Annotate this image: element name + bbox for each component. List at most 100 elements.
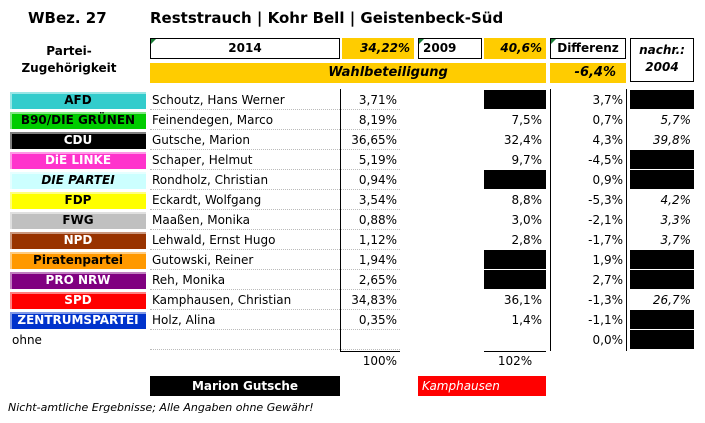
vote-share-2004: [630, 150, 694, 169]
vote-share-2009: [484, 90, 546, 109]
table-row: FDP Eckardt, Wolfgang 3,54% 8,8% -5,3% 4,2%: [0, 190, 705, 210]
candidate-name: Rondholz, Christian: [150, 170, 340, 190]
year-prev-label: 2009: [423, 41, 457, 55]
party-name: AFD: [10, 90, 146, 110]
vote-share-2004: 3,7%: [660, 233, 692, 247]
turnout-current: 34,22%: [342, 38, 414, 59]
candidate-name: Schoutz, Hans Werner: [150, 90, 340, 110]
vote-share-2009: [484, 270, 546, 289]
party-name: B90/DIE GRÜNEN: [10, 110, 146, 130]
winner-current: Marion Gutsche: [150, 376, 340, 396]
party-name: Piratenpartei: [10, 250, 146, 270]
district-number: WBez. 27: [28, 9, 107, 27]
party-name: CDU: [10, 130, 146, 150]
vote-difference: -5,3%: [588, 193, 623, 207]
turnout-label: Wahlbeteiligung: [150, 63, 546, 83]
candidate-name: Gutsche, Marion: [150, 130, 340, 150]
vote-share-2009: 1,4%: [511, 313, 543, 327]
party-name: FWG: [10, 210, 146, 230]
vote-share-2009: [484, 330, 546, 350]
table-row: B90/DIE GRÜNEN Feinendegen, Marco 8,19% 7,5…: [0, 110, 705, 130]
table-row: CDU Gutsche, Marion 36,65% 32,4% 4,3% 39,8%: [0, 130, 705, 150]
vote-share-2004: [630, 270, 694, 289]
candidate-name: [150, 330, 340, 350]
year-current-header: 2014: [150, 38, 340, 59]
vote-difference: -2,1%: [588, 213, 623, 227]
turnout-diff: -6,4%: [550, 63, 626, 83]
vote-share-2004: [630, 310, 694, 329]
table-row: SPD Kamphausen, Christian 34,83% 36,1% -1,3%…: [0, 290, 705, 310]
total-prev: 102%: [484, 351, 546, 370]
candidate-name: Reh, Monika: [150, 270, 340, 290]
party-name: FDP: [10, 190, 146, 210]
table-row: AFD Schoutz, Hans Werner 3,71% 3,7%: [0, 90, 705, 110]
total-current: 100%: [340, 351, 400, 370]
vote-share-2014: 36,65%: [340, 130, 400, 150]
vote-share-2009: [484, 170, 546, 189]
vote-difference: 4,3%: [592, 133, 624, 147]
table-row: PRO NRW Reh, Monika 2,65% 2,7%: [0, 270, 705, 290]
party-column-header: Partei- Zugehörigkeit: [21, 44, 117, 75]
year-current-label: 2014: [228, 41, 262, 55]
vote-share-2014: 1,94%: [340, 250, 400, 270]
candidate-name: Feinendegen, Marco: [150, 110, 340, 130]
vote-share-2009: 7,5%: [511, 113, 543, 127]
candidate-name: Eckardt, Wolfgang: [150, 190, 340, 210]
table-row: DiE LINKE Schaper, Helmut 5,19% 9,7% -4,5%: [0, 150, 705, 170]
party-name: ohne: [12, 333, 42, 347]
table-row: DIE PARTEI Rondholz, Christian 0,94% 0,9%: [0, 170, 705, 190]
vote-difference: 0,0%: [592, 333, 624, 347]
vote-share-2009: 2,8%: [511, 233, 543, 247]
diff-header: Differenz: [550, 38, 626, 59]
vote-share-2004: 39,8%: [652, 133, 691, 147]
divider-pct: [340, 89, 341, 351]
vote-share-2009: [484, 250, 546, 269]
vote-share-2004: [630, 250, 694, 269]
vote-share-2014: 1,12%: [340, 230, 400, 250]
candidate-name: Holz, Alina: [150, 310, 340, 330]
table-row: NPD Lehwald, Ernst Hugo 1,12% 2,8% -1,7% 3,7%: [0, 230, 705, 250]
table-row: ohne 0,0%: [0, 330, 705, 350]
vote-share-2009: 9,7%: [511, 153, 543, 167]
diff-label: Differenz: [557, 41, 619, 55]
table-row: FWG Maaßen, Monika 0,88% 3,0% -2,1% 3,3%: [0, 210, 705, 230]
nachr-2004-header: nachr.: 2004: [630, 38, 694, 82]
vote-difference: -4,5%: [588, 153, 623, 167]
vote-share-2014: 0,88%: [340, 210, 400, 230]
candidate-name: Kamphausen, Christian: [150, 290, 340, 310]
table-row: Piratenpartei Gutowski, Reiner 1,94% 1,9%: [0, 250, 705, 270]
vote-difference: 2,7%: [592, 273, 624, 287]
vote-share-2009: 8,8%: [511, 193, 543, 207]
vote-share-2009: 36,1%: [503, 293, 542, 307]
candidate-name: Gutowski, Reiner: [150, 250, 340, 270]
vote-share-2014: 3,71%: [340, 90, 400, 110]
party-name: DIE PARTEI: [10, 170, 146, 190]
district-name: Reststrauch | Kohr Bell | Geistenbeck-Sü…: [150, 9, 504, 27]
winner-prev: Kamphausen: [418, 376, 546, 396]
vote-share-2009: 3,0%: [511, 213, 543, 227]
vote-difference: 1,9%: [592, 253, 624, 267]
vote-share-2004: 26,7%: [652, 293, 691, 307]
turnout-prev: 40,6%: [484, 38, 546, 59]
vote-share-2004: [630, 170, 694, 189]
year-prev-header: 2009: [418, 38, 482, 59]
vote-share-2014: 0,35%: [340, 310, 400, 330]
party-name: SPD: [10, 290, 146, 310]
vote-share-2014: [340, 330, 400, 350]
vote-share-2009: 32,4%: [503, 133, 542, 147]
table-row: ZENTRUMSPARTEI Holz, Alina 0,35% 1,4% -1,1%: [0, 310, 705, 330]
party-name: NPD: [10, 230, 146, 250]
party-name: PRO NRW: [10, 270, 146, 290]
candidate-name: Lehwald, Ernst Hugo: [150, 230, 340, 250]
vote-share-2014: 34,83%: [340, 290, 400, 310]
candidate-name: Maaßen, Monika: [150, 210, 340, 230]
divider-diff-left: [550, 89, 551, 351]
vote-share-2004: 3,3%: [660, 213, 692, 227]
footer-note: Nicht-amtliche Ergebnisse; Alle Angaben …: [8, 401, 314, 414]
vote-difference: 0,7%: [592, 113, 624, 127]
candidate-name: Schaper, Helmut: [150, 150, 340, 170]
party-name: DiE LINKE: [10, 150, 146, 170]
vote-difference: 3,7%: [592, 93, 624, 107]
vote-share-2014: 3,54%: [340, 190, 400, 210]
vote-share-2004: [630, 90, 694, 109]
